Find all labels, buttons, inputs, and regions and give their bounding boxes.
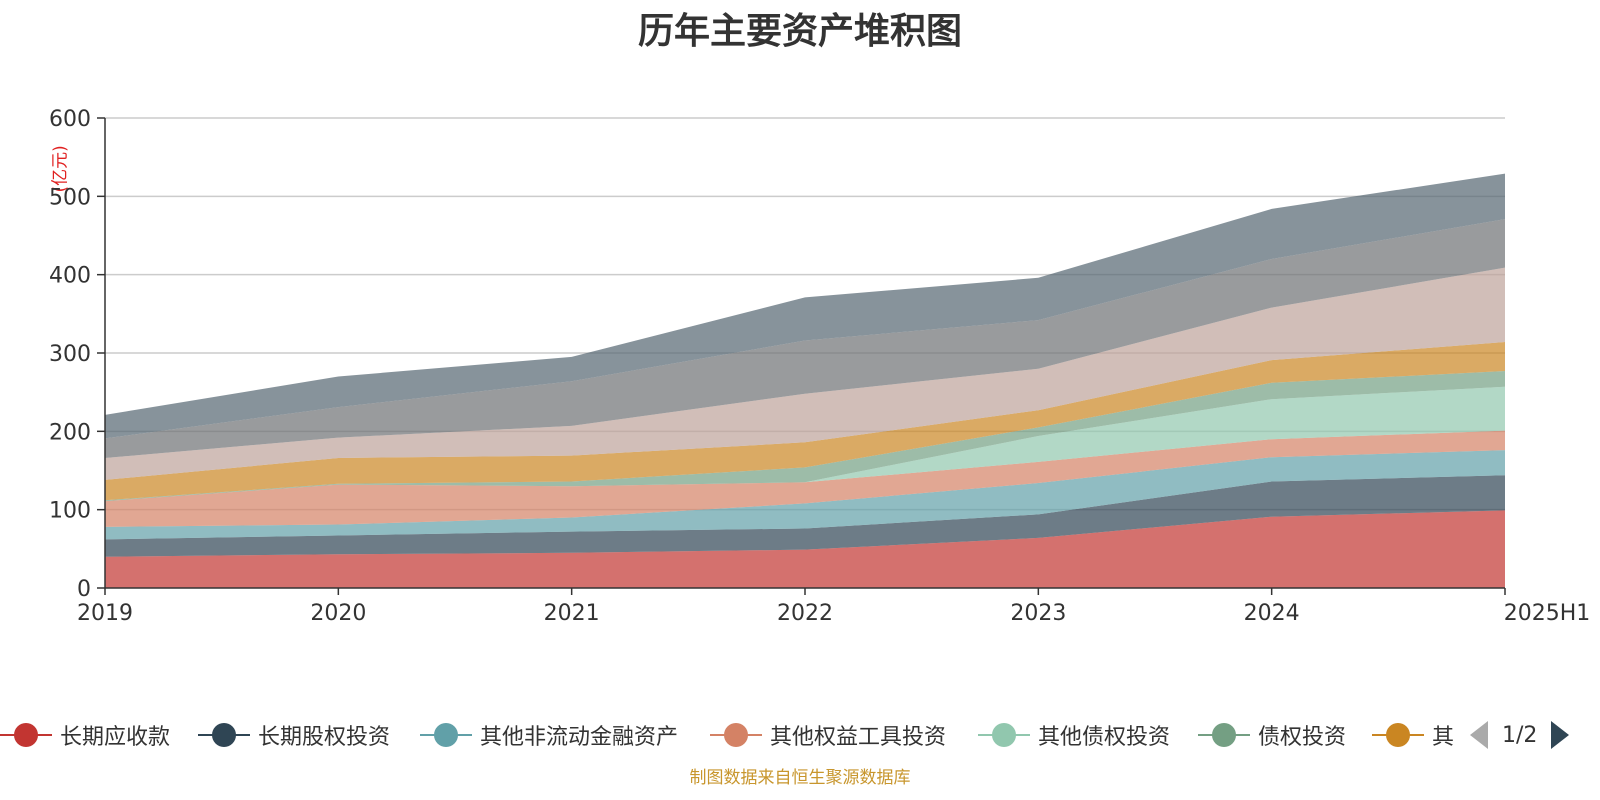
x-tick-label-2024: 2024 bbox=[1244, 601, 1300, 626]
legend-item-6[interactable]: 债权投资 bbox=[1198, 718, 1346, 752]
y-tick-label-200: 200 bbox=[49, 420, 91, 445]
x-tick-labels: 2019 2020 2021 2022 2023 2024 2025H1 bbox=[77, 601, 1590, 626]
legend-marker-icon bbox=[198, 718, 250, 752]
area-series-3[interactable] bbox=[105, 450, 1505, 540]
legend-marker-icon bbox=[420, 718, 472, 752]
legend-item-7[interactable]: 其 bbox=[1372, 718, 1454, 752]
area-series-10[interactable] bbox=[105, 173, 1505, 439]
chart-plot: 0 100 200 300 400 500 600 2019 2020 2021 2022 2023… bbox=[49, 107, 1590, 626]
legend-item-2[interactable]: 长期股权投资 bbox=[198, 718, 390, 752]
y-tick-label-400: 400 bbox=[49, 264, 91, 289]
data-source-footer: 制图数据来自恒生聚源数据库 bbox=[689, 768, 911, 788]
legend-marker-icon bbox=[978, 718, 1030, 752]
area-series-9[interactable] bbox=[105, 219, 1505, 458]
legend-label: 长期股权投资 bbox=[258, 725, 391, 750]
x-tick-label-2025H1: 2025H1 bbox=[1504, 601, 1591, 626]
legend-item-3[interactable]: 其他非流动金融资产 bbox=[420, 718, 678, 752]
legend-marker-icon bbox=[0, 718, 52, 752]
legend-pager: 1/2 bbox=[1470, 718, 1570, 752]
area-series-7[interactable] bbox=[105, 342, 1505, 501]
y-tick-label-100: 100 bbox=[49, 499, 91, 524]
legend-next-arrow-icon[interactable] bbox=[1551, 721, 1570, 749]
area-series-8[interactable] bbox=[105, 267, 1505, 480]
x-tick-label-2023: 2023 bbox=[1010, 601, 1066, 626]
legend-item-5[interactable]: 其他债权投资 bbox=[978, 718, 1170, 752]
legend-label: 其他非流动金融资产 bbox=[480, 725, 679, 750]
legend-item-1[interactable]: 长期应收款 bbox=[0, 718, 170, 752]
y-tick-label-0: 0 bbox=[77, 577, 91, 602]
x-tick-label-2020: 2020 bbox=[310, 601, 366, 626]
legend-marker-icon bbox=[710, 718, 762, 752]
legend-marker-icon bbox=[1198, 718, 1250, 752]
x-tick-label-2019: 2019 bbox=[77, 601, 133, 626]
area-series-5[interactable] bbox=[105, 386, 1505, 502]
legend-label: 长期应收款 bbox=[60, 725, 171, 750]
legend-label: 其 bbox=[1432, 725, 1455, 750]
x-tick-label-2021: 2021 bbox=[544, 601, 600, 626]
legend-marker-icon bbox=[1372, 718, 1424, 752]
legend-label: 其他权益工具投资 bbox=[770, 725, 947, 750]
x-tick-label-2022: 2022 bbox=[777, 601, 833, 626]
chart-legend: 长期应收款 长期股权投资 其他非流动金融资产 其他权益工具投资 其他债权投资 债权投资 其 bbox=[0, 718, 1470, 752]
chart-title: 历年主要资产堆积图 bbox=[637, 11, 962, 52]
legend-prev-arrow-icon[interactable] bbox=[1470, 721, 1488, 749]
area-series-1[interactable] bbox=[105, 510, 1505, 588]
legend-label: 其他债权投资 bbox=[1038, 725, 1171, 750]
axes bbox=[97, 117, 1506, 595]
legend-label: 债权投资 bbox=[1258, 725, 1347, 750]
area-series-4[interactable] bbox=[105, 430, 1505, 527]
y-tick-label-300: 300 bbox=[49, 342, 91, 367]
legend-page-indicator: 1/2 bbox=[1502, 722, 1538, 748]
area-series-2[interactable] bbox=[105, 475, 1505, 557]
stacked-areas bbox=[105, 173, 1505, 588]
y-tick-labels: 0 100 200 300 400 500 600 bbox=[49, 107, 91, 602]
legend-item-4[interactable]: 其他权益工具投资 bbox=[710, 718, 946, 752]
area-series-6[interactable] bbox=[105, 371, 1505, 502]
y-tick-label-600: 600 bbox=[49, 107, 91, 132]
y-tick-label-500: 500 bbox=[49, 185, 91, 210]
